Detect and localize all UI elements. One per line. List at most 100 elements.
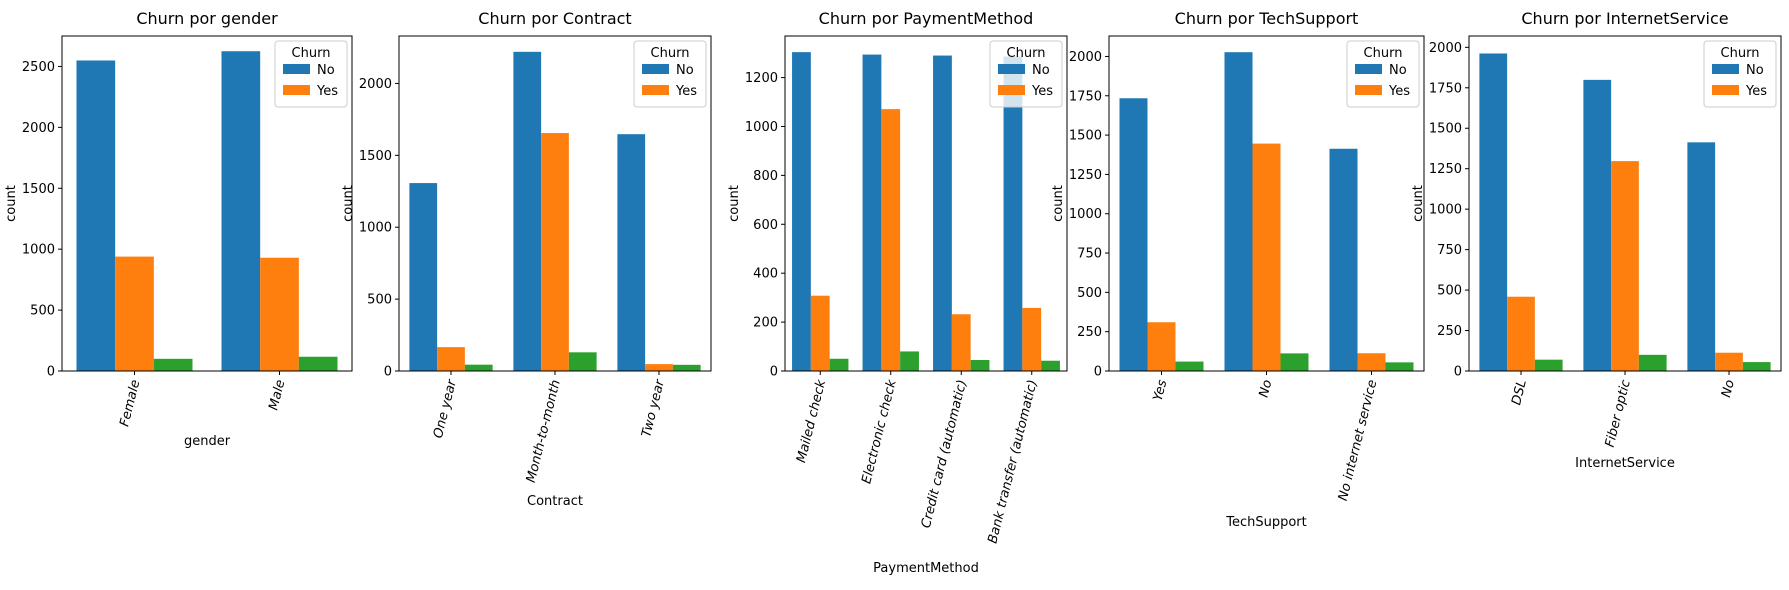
- y-tick-label: 500: [367, 293, 392, 308]
- y-axis-label: count: [341, 185, 356, 222]
- bar-yes-2: [1715, 352, 1743, 371]
- x-axis-label: Contract: [527, 494, 583, 509]
- y-tick-label: 1500: [359, 149, 392, 164]
- bar-series-3-1: [1280, 353, 1309, 371]
- bar-yes-0: [1507, 296, 1535, 371]
- bar-no-2: [1687, 142, 1716, 371]
- legend-label-yes: Yes: [675, 84, 697, 99]
- x-tick-label: Yes: [1151, 378, 1171, 403]
- y-tick-label: 1000: [745, 120, 778, 135]
- bar-series-3-3: [1041, 360, 1060, 371]
- legend-label-yes: Yes: [1031, 84, 1053, 99]
- legend-title: Churn: [1364, 46, 1403, 61]
- x-tick-label: No: [1257, 378, 1276, 399]
- y-tick-label: 500: [30, 304, 55, 319]
- bar-no-0: [1119, 98, 1148, 371]
- bar-no-3: [1003, 56, 1023, 371]
- legend-label-no: No: [1746, 63, 1764, 78]
- x-tick-label: Mailed check: [794, 378, 829, 464]
- bar-no-2: [617, 134, 646, 371]
- y-tick-label: 1000: [359, 221, 392, 236]
- x-tick-label: Credit card (automatic): [919, 378, 970, 529]
- x-tick-label: No internet service: [1336, 378, 1381, 502]
- y-tick-label: 600: [753, 218, 778, 233]
- legend-swatch-no: [1355, 64, 1382, 74]
- y-tick-label: 1000: [1069, 207, 1102, 222]
- bar-no-2: [933, 55, 952, 372]
- legend-swatch-no: [283, 64, 310, 74]
- axes-frame: [784, 35, 1068, 372]
- chart-panel-contract: 0 500 1000 1500 2000 One year Month-to-month Tw…: [341, 9, 712, 509]
- bar-series-3-1: [1638, 354, 1667, 371]
- bar-yes-1: [541, 133, 569, 371]
- legend-label-no: No: [1032, 63, 1050, 78]
- y-tick-label: 0: [1094, 365, 1102, 380]
- bar-series-3-1: [298, 356, 338, 371]
- legend-label-yes: Yes: [1745, 84, 1767, 99]
- bar-series-3-2: [672, 364, 701, 371]
- bar-yes-0: [115, 256, 154, 371]
- y-tick-label: 2000: [1429, 41, 1462, 56]
- y-tick-label: 2000: [359, 77, 392, 92]
- y-tick-label: 200: [753, 316, 778, 331]
- y-tick-label: 250: [1437, 324, 1462, 339]
- y-tick-label: 0: [1454, 365, 1462, 380]
- x-tick-label: Bank transfer (automatic): [985, 378, 1040, 545]
- x-tick-label: Female: [117, 378, 143, 428]
- y-tick-label: 1200: [745, 71, 778, 86]
- x-tick-label: Month-to-month: [524, 378, 564, 484]
- bar-series-3-0: [829, 358, 849, 371]
- y-tick-label: 250: [1077, 325, 1102, 340]
- y-tick-label: 2000: [1069, 50, 1102, 65]
- y-tick-label: 1000: [22, 243, 55, 258]
- chart-title: Churn por PaymentMethod: [819, 9, 1034, 28]
- legend-title: Churn: [1007, 46, 1046, 61]
- y-tick-label: 400: [753, 267, 778, 282]
- bar-no-0: [409, 183, 438, 371]
- y-tick-label: 750: [1077, 247, 1102, 262]
- x-tick-label: Male: [266, 378, 288, 412]
- x-axis-label: PaymentMethod: [873, 561, 979, 576]
- y-tick-label: 1750: [1429, 81, 1462, 96]
- x-tick-label: Two year: [639, 377, 668, 439]
- y-tick-label: 1750: [1069, 89, 1102, 104]
- y-tick-label: 0: [47, 365, 55, 380]
- y-tick-label: 1000: [1429, 203, 1462, 218]
- y-tick-label: 1500: [22, 182, 55, 197]
- legend-title: Churn: [651, 46, 690, 61]
- legend-swatch-no: [1712, 64, 1739, 74]
- x-tick-label: One year: [431, 377, 460, 440]
- y-tick-label: 1500: [1069, 129, 1102, 144]
- chart-title: Churn por InternetService: [1521, 9, 1728, 28]
- legend-label-no: No: [1389, 63, 1407, 78]
- chart-panel-internetservice: 0 250 500 750 1000 1250 1500 1750 2000 DSL Fiber o…: [1411, 9, 1782, 471]
- y-axis-label: count: [1051, 185, 1066, 222]
- legend-label-yes: Yes: [1388, 84, 1410, 99]
- y-tick-label: 1250: [1429, 162, 1462, 177]
- chart-panel-paymentmethod: 0 200 400 600 800 1000 1200 Mailed check Electro…: [727, 9, 1068, 576]
- bar-series-3-2: [1385, 362, 1414, 371]
- bar-series-3-0: [153, 358, 193, 371]
- bar-series-3-0: [1534, 359, 1563, 371]
- legend-swatch-yes: [642, 85, 669, 95]
- y-axis-label: count: [4, 185, 19, 222]
- legend-swatch-no: [642, 64, 669, 74]
- bar-no-0: [1479, 53, 1508, 371]
- bar-no-1: [513, 51, 542, 371]
- bar-yes-2: [645, 364, 673, 371]
- bar-series-3-0: [464, 364, 493, 371]
- bar-no-1: [1224, 52, 1253, 371]
- bar-yes-3: [1022, 307, 1042, 371]
- bar-no-1: [1583, 79, 1612, 372]
- bar-yes-2: [1357, 353, 1386, 371]
- bar-yes-0: [810, 295, 830, 371]
- legend-swatch-yes: [283, 85, 310, 95]
- legend-title: Churn: [1721, 46, 1760, 61]
- x-axis-label: gender: [184, 434, 231, 449]
- bar-no-0: [792, 52, 811, 371]
- y-axis-label: count: [1411, 185, 1426, 222]
- bar-yes-1: [1611, 161, 1639, 371]
- y-tick-label: 1250: [1069, 168, 1102, 183]
- legend-label-no: No: [676, 63, 694, 78]
- bar-series-3-1: [568, 352, 597, 371]
